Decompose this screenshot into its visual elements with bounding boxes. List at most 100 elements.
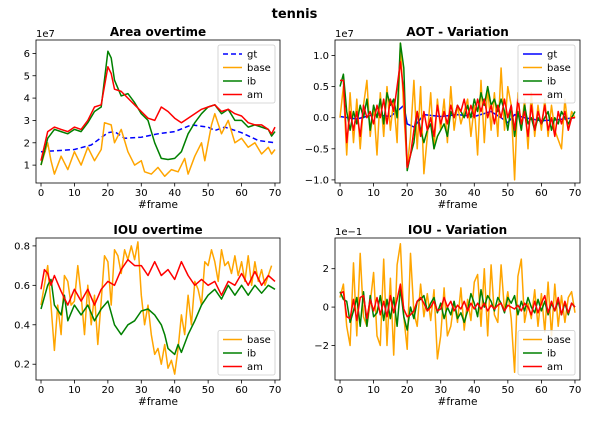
x-tick-label: 20 (101, 188, 114, 199)
x-tick-label: 60 (535, 188, 548, 199)
legend-label-am: am (547, 90, 563, 101)
x-tick-label: 0 (337, 385, 343, 396)
x-axis-label: #frame (138, 199, 178, 211)
x-tick-label: 70 (269, 385, 282, 396)
legend: gt base ib am (217, 44, 276, 104)
x-tick-label: 70 (569, 385, 582, 396)
chart-title: Area overtime (110, 25, 206, 39)
y-tick-label: 0.5 (313, 82, 329, 93)
x-tick-label: 10 (68, 188, 81, 199)
series-line-ib (40, 278, 276, 356)
x-axis-label: #frame (438, 396, 478, 408)
series-line-am (339, 283, 576, 322)
y-tick-label: 0 (323, 303, 329, 314)
x-tick-label: 10 (367, 385, 380, 396)
chart-panel-2: AOT - Variation 1e7 0 10 20 30 40 50 60 70 −1.0 −0.… (305, 25, 582, 211)
chart-title: IOU overtime (113, 223, 202, 237)
chart-panel-1: Area overtime 1e7 0 10 20 30 40 50 60 70 1 2 3 4 5 6 #fr… (24, 25, 282, 211)
series-line-am (340, 61, 575, 169)
x-tick-label: 30 (135, 188, 148, 199)
legend-label-gt: gt (247, 50, 257, 61)
x-tick-label: 40 (468, 385, 481, 396)
plot-frame (35, 39, 281, 184)
x-tick-label: 40 (468, 188, 481, 199)
x-tick-label: 20 (401, 188, 414, 199)
legend-box (217, 330, 276, 376)
plot-frame (35, 237, 281, 381)
legend-label-base: base (547, 63, 571, 74)
series-line-base (339, 243, 576, 374)
y-tick-label: 5 (24, 71, 30, 82)
y-tick-label: 1 (24, 161, 30, 172)
legend-label-am: am (547, 362, 563, 373)
legend-label-ib: ib (547, 349, 556, 360)
series-line-am (40, 66, 276, 161)
y-tick-label: 0.0 (313, 113, 329, 124)
legend-label-gt: gt (547, 50, 557, 61)
x-tick-label: 0 (38, 188, 44, 199)
x-tick-label: 60 (235, 385, 248, 396)
series-group (40, 50, 276, 178)
y-tick-label: 0.6 (14, 281, 30, 292)
x-tick-label: 40 (168, 188, 181, 199)
x-tick-label: 70 (569, 188, 582, 199)
x-tick-label: 50 (501, 188, 514, 199)
series-line-ib (339, 42, 576, 172)
legend-label-ib: ib (247, 77, 256, 88)
plot-frame (334, 39, 581, 184)
series-line-am (40, 258, 276, 306)
y-offset-label: 1e7 (335, 29, 354, 40)
x-tick-label: 30 (135, 385, 148, 396)
x-tick-label: 20 (401, 385, 414, 396)
legend: gt base ib am (517, 44, 576, 104)
legend-label-base: base (247, 63, 271, 74)
y-offset-label: 1e−1 (335, 227, 362, 238)
series-group (40, 241, 276, 375)
x-tick-label: 30 (434, 188, 447, 199)
series-line-gt (40, 124, 276, 153)
chart-title: AOT - Variation (406, 25, 509, 39)
y-tick-label: 0.2 (14, 360, 30, 371)
legend-box (517, 330, 576, 376)
y-offset-label: 1e7 (36, 29, 55, 40)
legend: base ib am (217, 330, 276, 376)
chart-panel-4: IOU - Variation 1e−1 0 10 20 30 40 50 60 70 −2 0 2 #f… (314, 223, 581, 408)
series-line-base (40, 241, 273, 375)
x-tick-label: 50 (202, 188, 215, 199)
x-tick-label: 40 (168, 385, 181, 396)
series-line-ib (40, 50, 276, 166)
legend-label-am: am (247, 362, 263, 373)
x-tick-label: 50 (501, 385, 514, 396)
legend-box (517, 44, 576, 104)
x-axis-label: #frame (438, 199, 478, 211)
y-tick-label: −2 (314, 341, 329, 352)
x-tick-label: 30 (434, 385, 447, 396)
x-tick-label: 60 (235, 188, 248, 199)
y-tick-label: 2 (24, 138, 30, 149)
x-tick-label: 0 (38, 385, 44, 396)
series-line-ib (339, 287, 576, 331)
y-tick-label: 0.8 (14, 241, 30, 252)
series-group (339, 243, 576, 374)
chart-panel-3: IOU overtime 0 10 20 30 40 50 60 70 0.2 0.4 0.6 0.8 #… (14, 223, 281, 408)
y-tick-label: 0.4 (14, 320, 30, 331)
y-tick-label: −1.0 (305, 175, 329, 186)
x-tick-label: 20 (101, 385, 114, 396)
series-group (339, 42, 576, 181)
legend-label-ib: ib (247, 349, 256, 360)
x-tick-label: 70 (269, 188, 282, 199)
series-line-base (40, 112, 276, 178)
y-tick-label: 1.0 (313, 51, 329, 62)
x-tick-label: 50 (202, 385, 215, 396)
plot-frame (334, 237, 581, 381)
legend-label-am: am (247, 90, 263, 101)
figure-title: tennis (272, 7, 318, 22)
chart-title: IOU - Variation (408, 223, 507, 237)
y-tick-label: 6 (24, 49, 30, 60)
legend-box (217, 44, 276, 104)
legend-label-base: base (547, 335, 571, 346)
x-tick-label: 10 (68, 385, 81, 396)
x-axis-label: #frame (138, 396, 178, 408)
